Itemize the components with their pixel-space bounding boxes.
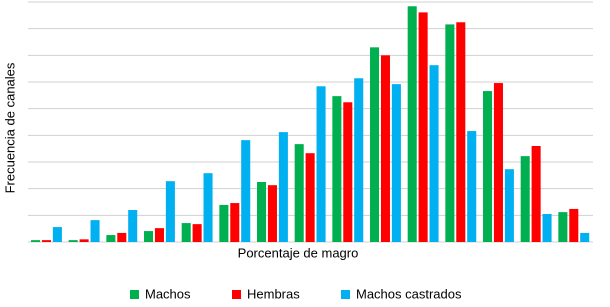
legend-swatch: [130, 290, 139, 299]
bar: [241, 140, 251, 242]
bar: [68, 240, 78, 242]
bar: [144, 231, 154, 242]
bar: [165, 181, 175, 242]
bar: [219, 204, 229, 242]
bar: [106, 235, 116, 242]
legend-label: Hembras: [247, 286, 300, 301]
bar: [230, 203, 240, 242]
bar: [531, 146, 541, 242]
bar: [429, 65, 439, 242]
bar: [370, 47, 380, 243]
bar: [181, 223, 191, 242]
bar: [467, 131, 477, 242]
bar: [407, 6, 417, 243]
bar: [128, 210, 138, 242]
bar: [354, 78, 364, 243]
bar: [90, 220, 100, 242]
legend-swatch: [232, 290, 241, 299]
bar: [456, 22, 466, 243]
bar: [343, 102, 353, 243]
legend-label: Machos: [145, 286, 191, 301]
bar: [391, 84, 401, 242]
bar: [580, 232, 590, 242]
bar: [542, 214, 552, 242]
bar: [316, 86, 326, 243]
bar: [278, 132, 288, 242]
bar: [520, 156, 530, 242]
bar: [332, 96, 342, 242]
bar: [192, 224, 202, 242]
bar: [418, 12, 428, 243]
bar: [52, 227, 62, 242]
bar: [294, 144, 304, 242]
bar: [504, 169, 514, 242]
bar: [31, 240, 41, 242]
bar: [445, 24, 455, 243]
bar: [41, 240, 51, 242]
legend-swatch: [341, 290, 350, 299]
bar: [493, 83, 503, 242]
bar: [483, 91, 493, 242]
bar: [117, 232, 127, 242]
bar: [380, 55, 390, 243]
bar: [267, 185, 277, 242]
bar: [203, 173, 213, 242]
bar: [558, 212, 568, 242]
bar: [257, 182, 267, 242]
y-axis-label: Frecuencia de canales: [2, 62, 17, 193]
legend-label: Machos castrados: [356, 286, 462, 301]
bar: [79, 239, 89, 242]
x-axis-label: Porcentaje de magro: [238, 245, 359, 260]
bar: [305, 153, 315, 242]
bar: [569, 208, 579, 242]
bar: [154, 228, 164, 242]
